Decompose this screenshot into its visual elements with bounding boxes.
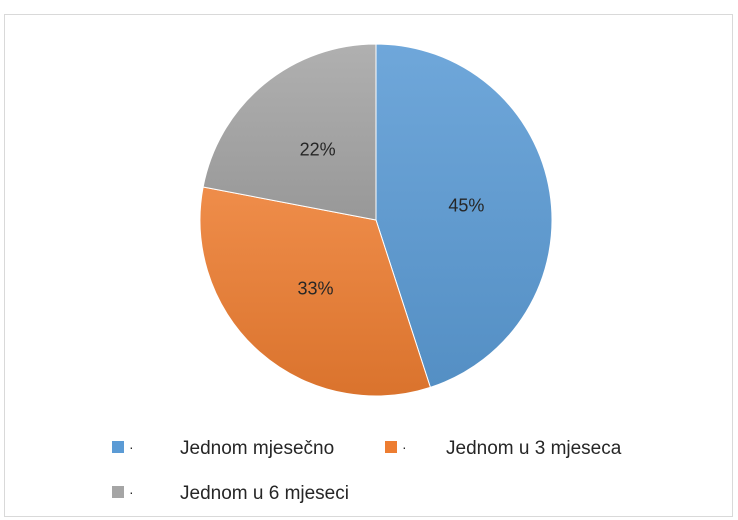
legend-label-jednom-mjesecno: Jednom mjesečno: [180, 438, 334, 459]
legend-swatch-jednom-u-3-mjeseca: [385, 441, 397, 453]
legend-label-jednom-u-3-mjeseca: Jednom u 3 mjeseca: [446, 438, 622, 459]
slice-labels: 45% 33% 22%: [297, 139, 484, 298]
legend-marker-jednom-u-3-mjeseca: ·: [402, 439, 407, 455]
legend-label-jednom-u-6-mjeseci: Jednom u 6 mjeseci: [180, 483, 349, 504]
legend: · Jednom mjesečno · Jednom u 3 mjeseca · Jedn…: [112, 438, 622, 504]
legend-marker-jednom-mjesecno: ·: [129, 439, 134, 455]
slice-jednom-mjesecno: [375, 43, 553, 389]
slice-jednom-u-3-mjeseca: [199, 186, 432, 397]
pie-slices: [199, 43, 553, 397]
slice-jednom-u-6-mjeseci: [202, 43, 377, 221]
data-label-jednom-u-3-mjeseca: 33%: [297, 279, 333, 299]
legend-marker-jednom-u-6-mjeseci: ·: [129, 484, 134, 500]
legend-swatch-jednom-u-6-mjeseci: [112, 486, 124, 498]
data-label-jednom-u-6-mjeseci: 22%: [300, 139, 336, 159]
legend-swatch-jednom-mjesecno: [112, 441, 124, 453]
data-label-jednom-mjesecno: 45%: [448, 196, 484, 216]
